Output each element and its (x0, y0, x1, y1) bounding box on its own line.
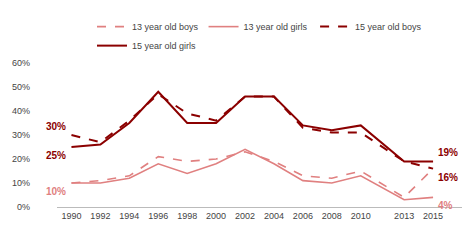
svg-text:2002: 2002 (235, 211, 255, 221)
svg-text:20%: 20% (12, 154, 30, 164)
svg-text:4%: 4% (438, 200, 453, 211)
svg-text:0%: 0% (17, 202, 30, 212)
svg-text:60%: 60% (12, 58, 30, 68)
svg-text:2010: 2010 (351, 211, 371, 221)
svg-text:1998: 1998 (177, 211, 197, 221)
svg-text:30%: 30% (46, 121, 66, 132)
svg-text:25%: 25% (46, 150, 66, 161)
svg-text:19%: 19% (438, 147, 458, 158)
svg-text:1992: 1992 (90, 211, 110, 221)
svg-text:1994: 1994 (119, 211, 139, 221)
svg-text:1990: 1990 (61, 211, 81, 221)
svg-text:13 year old boys: 13 year old boys (132, 22, 199, 32)
svg-text:15 year old boys: 15 year old boys (355, 22, 422, 32)
svg-text:10%: 10% (12, 178, 30, 188)
svg-text:40%: 40% (12, 106, 30, 116)
svg-text:2008: 2008 (322, 211, 342, 221)
svg-text:15 year old girls: 15 year old girls (132, 41, 196, 51)
svg-text:13 year old girls: 13 year old girls (244, 22, 308, 32)
svg-text:2004: 2004 (264, 211, 284, 221)
svg-text:16%: 16% (438, 172, 458, 183)
svg-text:50%: 50% (12, 82, 30, 92)
svg-text:10%: 10% (46, 186, 66, 197)
svg-text:2013: 2013 (394, 211, 414, 221)
svg-text:2000: 2000 (206, 211, 226, 221)
svg-text:2015: 2015 (423, 211, 443, 221)
svg-text:30%: 30% (12, 130, 30, 140)
svg-text:2006: 2006 (293, 211, 313, 221)
svg-text:1996: 1996 (148, 211, 168, 221)
